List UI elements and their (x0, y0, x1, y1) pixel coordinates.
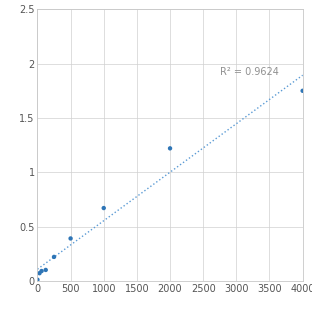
Point (39, 269, 44, 274)
Point (101, 206, 106, 211)
Point (51, 254, 56, 259)
Point (35, 277, 40, 282)
Point (168, 146, 173, 151)
Text: R² = 0.9624: R² = 0.9624 (220, 67, 279, 77)
Point (300, 88, 305, 93)
Point (43, 267, 48, 272)
Point (68, 236, 73, 241)
Point (37, 271, 42, 276)
